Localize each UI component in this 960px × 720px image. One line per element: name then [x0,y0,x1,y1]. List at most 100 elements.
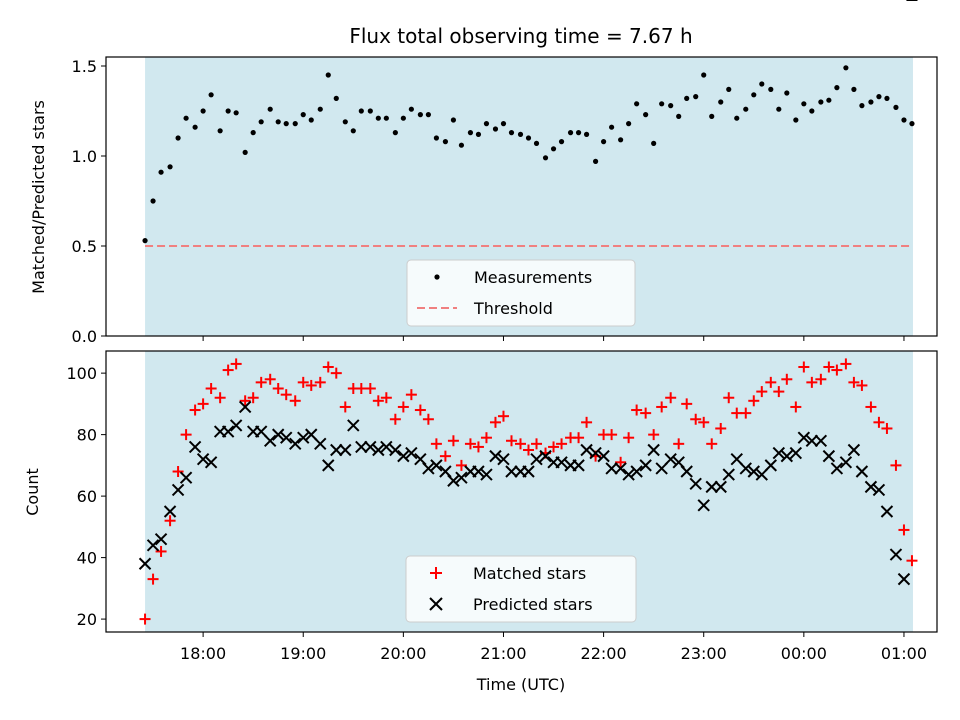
measurement-point [784,90,790,96]
matched-star-point [314,376,326,388]
matched-star-point [765,376,777,388]
matched-star-point [606,429,618,441]
measurement-point [801,101,807,107]
matched-star-point [389,413,401,425]
bottom-legend: Matched stars Predicted stars [405,555,637,623]
measurement-point [851,86,857,92]
predicted-star-point [714,480,727,494]
measurement-point [233,110,239,116]
measurement-point [768,86,774,92]
measurement-point [200,108,206,114]
measurement-point [718,99,724,105]
predicted-star-point [855,465,869,478]
predicted-star-point [789,446,803,460]
measurement-point [818,99,824,105]
measurement-point [843,65,849,71]
matched-star-point [205,383,217,395]
measurement-point [533,140,540,146]
predicted-star-point [330,443,343,457]
measurement-point [167,164,173,170]
measurement-point [242,149,248,155]
legend-predicted-stars: Predicted stars [473,595,593,614]
measurement-point [158,169,164,175]
measurement-point [909,121,915,127]
predicted-star-point [839,456,853,469]
legend-threshold: Threshold [473,299,553,318]
predicted-star-point [880,505,894,518]
matched-star-point [531,438,543,450]
matched-star-point [806,376,818,388]
matched-star-point [631,404,643,416]
predicted-star-point [680,465,693,478]
predicted-star-point [805,434,819,447]
measurement-point [809,108,815,114]
bottom-x-ticks: 18:00 19:00 20:00 21:00 22:00 23:00 00:00 01:00 [180,632,927,663]
predicted-star-point [397,449,410,463]
predicted-star-point [864,480,878,494]
measurement-point [275,119,281,125]
y-tick-label: 1.0 [72,147,97,166]
measurement-point [383,115,389,121]
matched-star-point [447,435,459,447]
matched-star-point [881,422,893,434]
matched-star-point [405,389,417,401]
y-tick-label: 1.5 [72,57,97,76]
measurement-point [183,115,189,121]
matched-star-point [322,361,334,373]
matched-star-point [581,416,593,428]
matched-star-point [489,416,501,428]
matched-star-point [656,401,668,413]
measurement-point [567,130,574,136]
matched-star-point [740,407,752,419]
matched-star-point [189,404,201,416]
predicted-star-point [188,440,202,454]
measurement-point [734,115,740,121]
matched-star-point [422,413,434,425]
matched-star-point [906,555,918,567]
x-axis-label: Time (UTC) [476,675,565,694]
y-tick-label: 40 [77,549,97,568]
predicted-star-point [739,462,752,475]
measurement-point [618,137,624,143]
measurement-point [884,95,890,101]
matched-star-point [756,386,768,398]
x-tick-label: 01:00 [881,644,927,663]
predicted-star-point [722,468,735,481]
legend-plus-icon [430,567,442,579]
predicted-star-point [614,462,627,475]
matched-star-point [848,376,860,388]
matched-star-point [280,389,292,401]
predicted-star-point [146,539,160,552]
measurement-point [684,95,690,101]
predicted-star-point [229,419,243,432]
top-axes-frame [105,56,938,337]
bottom-markers [138,0,918,625]
x-tick-label: 18:00 [180,644,226,663]
measurement-point [508,130,515,136]
predicted-star-point [664,453,677,466]
chart-title: Flux total observing time = 7.67 h [349,24,692,48]
predicted-star-point [489,449,502,463]
predicted-star-point [697,499,710,512]
predicted-star-point [530,453,543,466]
y-tick-label: 20 [77,610,97,629]
top-x-ticks [202,336,905,341]
measurement-point [208,92,214,98]
legend-dot-icon [434,274,440,280]
matched-star-point [339,401,351,413]
matched-star-point [172,466,184,478]
y-tick-label: 60 [77,487,97,506]
matched-star-point [815,373,827,385]
predicted-star-point [263,434,277,447]
measurement-point [192,124,198,130]
predicted-star-point [497,453,510,466]
predicted-star-point [539,449,552,463]
predicted-star-point [272,428,285,441]
measurement-point [709,113,715,119]
legend-x-icon [429,597,443,611]
measurement-point [592,158,599,164]
predicted-star-point [897,572,911,586]
matched-star-point [573,432,585,444]
predicted-star-point [572,459,585,472]
